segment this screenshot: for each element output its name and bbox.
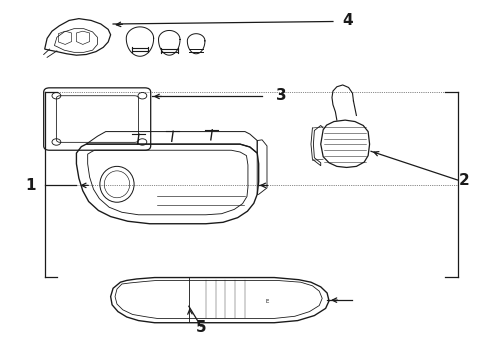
Text: 5: 5 — [196, 320, 206, 335]
Text: 2: 2 — [459, 172, 469, 188]
Text: 1: 1 — [26, 178, 36, 193]
Text: E: E — [265, 299, 269, 304]
Text: 4: 4 — [343, 13, 353, 28]
Text: 3: 3 — [276, 88, 287, 103]
